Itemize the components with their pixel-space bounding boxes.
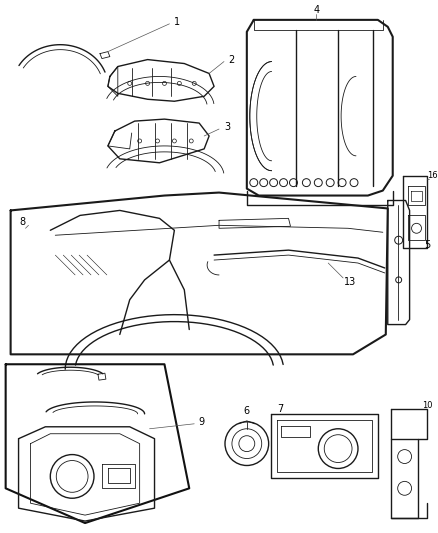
- Text: 3: 3: [224, 122, 230, 132]
- Text: 1: 1: [174, 17, 180, 27]
- Text: 5: 5: [424, 240, 431, 250]
- Text: 16: 16: [427, 171, 438, 180]
- Text: 9: 9: [198, 417, 204, 427]
- Text: 10: 10: [422, 401, 433, 410]
- Text: 2: 2: [228, 54, 234, 64]
- Text: 8: 8: [19, 217, 25, 228]
- Text: 4: 4: [313, 5, 319, 15]
- Text: 13: 13: [344, 277, 356, 287]
- Text: 6: 6: [244, 406, 250, 416]
- Text: 7: 7: [277, 404, 284, 414]
